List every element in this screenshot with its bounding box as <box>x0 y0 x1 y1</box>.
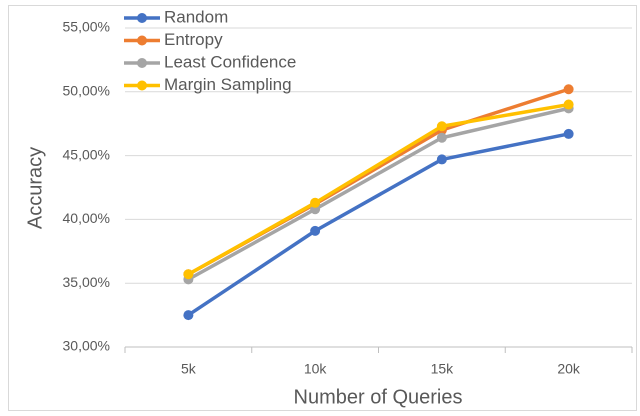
x-axis-label: Number of Queries <box>294 386 463 408</box>
series-line <box>187 106 570 281</box>
legend-marker <box>137 13 147 23</box>
legend-label: Margin Sampling <box>164 75 292 94</box>
y-tick-label: 30,00% <box>63 338 110 354</box>
series-line <box>187 132 569 317</box>
series-line <box>187 102 569 276</box>
y-tick-label: 40,00% <box>63 210 110 226</box>
legend-label: Least Confidence <box>164 52 296 71</box>
x-tick-label: 15k <box>431 361 455 377</box>
data-point <box>436 132 447 143</box>
legend-marker <box>137 58 147 68</box>
x-tick-label: 10k <box>304 361 328 377</box>
x-tick-label: 20k <box>557 361 581 377</box>
data-point <box>436 121 447 132</box>
legend-marker <box>137 80 147 91</box>
legend-marker <box>137 35 147 46</box>
y-tick-label: 50,00% <box>63 83 110 99</box>
data-point <box>183 269 194 280</box>
y-tick-label: 55,00% <box>63 19 110 35</box>
y-tick-label: 45,00% <box>63 146 110 162</box>
data-point <box>436 154 447 165</box>
data-point <box>563 128 574 139</box>
legend-label: Random <box>164 7 228 26</box>
data-point <box>563 99 574 110</box>
x-tick-label: 5k <box>181 361 197 377</box>
y-axis-label: Accuracy <box>24 147 46 229</box>
chart-border <box>8 5 637 411</box>
data-point <box>310 225 321 236</box>
data-point <box>563 84 574 95</box>
legend-label: Entropy <box>164 30 223 49</box>
y-tick-label: 35,00% <box>63 274 110 290</box>
data-point <box>310 197 321 208</box>
data-point <box>183 310 194 321</box>
